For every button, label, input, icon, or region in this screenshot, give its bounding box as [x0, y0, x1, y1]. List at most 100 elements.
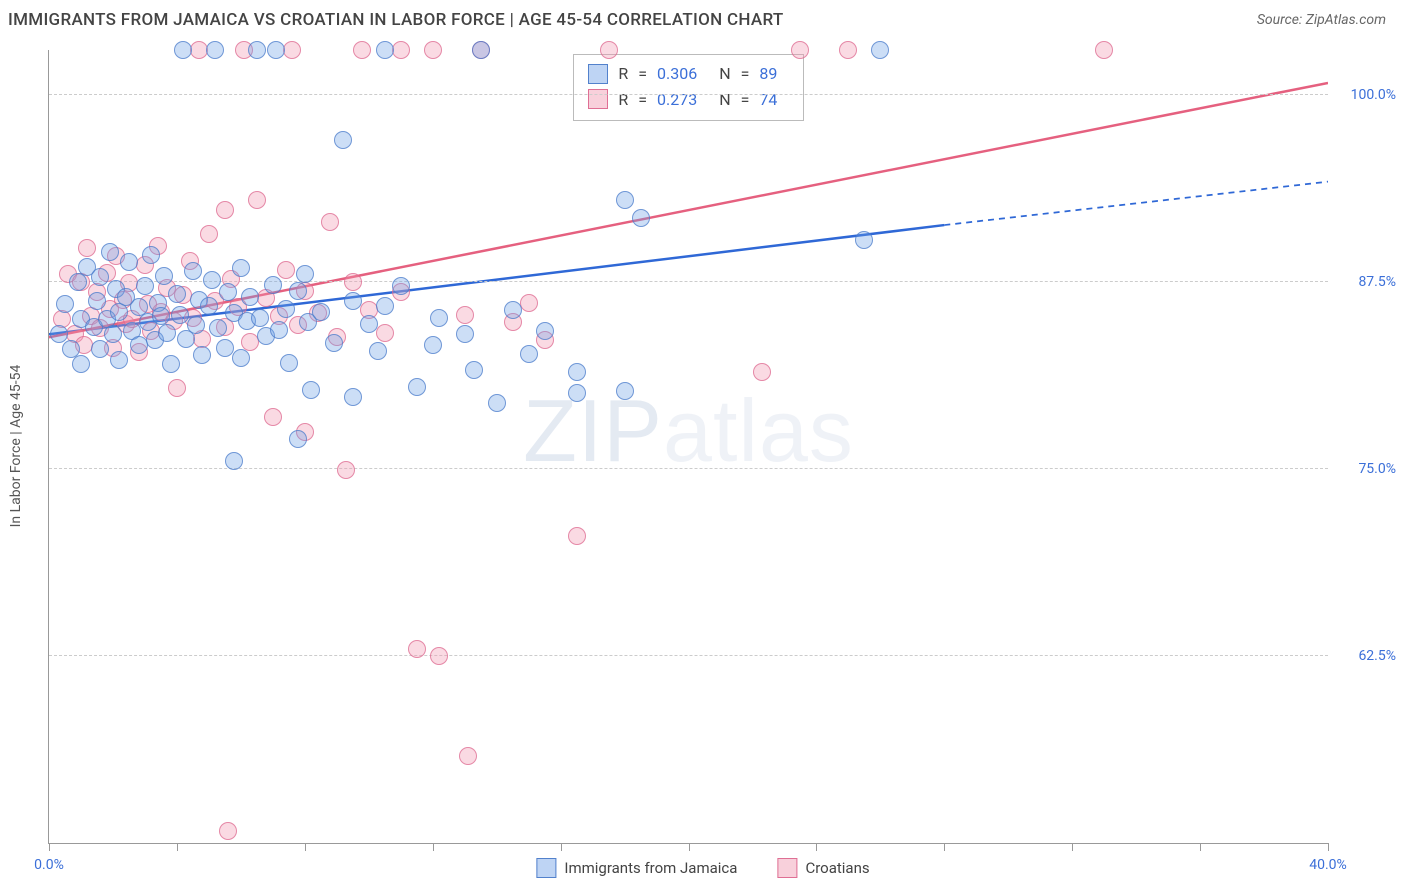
x-tick	[305, 843, 306, 851]
scatter-point	[616, 382, 634, 400]
stats-row-series-b: R = 0.273 N = 74	[588, 87, 789, 113]
x-tick	[433, 843, 434, 851]
x-tick	[177, 843, 178, 851]
gridline	[49, 468, 1328, 469]
scatter-point	[91, 268, 109, 286]
scatter-point	[78, 239, 96, 257]
scatter-point	[456, 325, 474, 343]
scatter-point	[171, 306, 189, 324]
scatter-point	[289, 430, 307, 448]
x-tick	[561, 843, 562, 851]
scatter-chart: ZIPatlas R = 0.306 N = 89 R = 0.273 N = …	[48, 50, 1328, 844]
scatter-point	[392, 41, 410, 59]
scatter-point	[232, 259, 250, 277]
scatter-point	[91, 340, 109, 358]
equals-sign: =	[638, 61, 647, 87]
x-tick	[1328, 843, 1329, 851]
scatter-point	[520, 294, 538, 312]
scatter-point	[248, 41, 266, 59]
scatter-point	[334, 131, 352, 149]
scatter-point	[270, 321, 288, 339]
scatter-point	[203, 271, 221, 289]
scatter-point	[168, 379, 186, 397]
y-tick-label: 87.5%	[1358, 274, 1396, 290]
scatter-point	[504, 301, 522, 319]
scatter-point	[50, 325, 68, 343]
scatter-point	[791, 41, 809, 59]
scatter-point	[568, 384, 586, 402]
scatter-point	[312, 303, 330, 321]
scatter-point	[465, 361, 483, 379]
scatter-point	[321, 213, 339, 231]
legend-label-b: Croatians	[805, 859, 869, 877]
scatter-point	[302, 381, 320, 399]
x-tick	[944, 843, 945, 851]
scatter-point	[219, 822, 237, 840]
scatter-point	[376, 41, 394, 59]
n-label: N	[719, 87, 730, 113]
x-tick	[1200, 843, 1201, 851]
scatter-point	[600, 41, 618, 59]
scatter-point	[344, 388, 362, 406]
scatter-point	[209, 319, 227, 337]
x-tick	[689, 843, 690, 851]
scatter-point	[216, 201, 234, 219]
scatter-point	[193, 346, 211, 364]
gridline	[49, 94, 1328, 95]
swatch-series-b	[777, 858, 797, 878]
scatter-point	[408, 640, 426, 658]
scatter-point	[430, 647, 448, 665]
scatter-point	[200, 297, 218, 315]
x-tick	[816, 843, 817, 851]
scatter-point	[56, 295, 74, 313]
scatter-point	[424, 41, 442, 59]
scatter-point	[136, 277, 154, 295]
scatter-point	[174, 41, 192, 59]
equals-sign: =	[741, 87, 750, 113]
scatter-point	[344, 292, 362, 310]
scatter-point	[456, 306, 474, 324]
scatter-point	[632, 209, 650, 227]
scatter-point	[219, 283, 237, 301]
legend-item-b: Croatians	[777, 858, 869, 878]
source-attribution: Source: ZipAtlas.com	[1257, 12, 1386, 28]
scatter-point	[152, 307, 170, 325]
r-label: R	[618, 61, 628, 87]
scatter-point	[376, 324, 394, 342]
r-value-b: 0.273	[657, 87, 697, 113]
n-value-b: 74	[759, 87, 777, 113]
scatter-point	[120, 253, 138, 271]
scatter-point	[296, 265, 314, 283]
scatter-point	[248, 191, 266, 209]
stats-row-series-a: R = 0.306 N = 89	[588, 61, 789, 87]
swatch-series-a	[536, 858, 556, 878]
legend-label-a: Immigrants from Jamaica	[564, 859, 737, 877]
scatter-point	[839, 41, 857, 59]
scatter-point	[88, 292, 106, 310]
bottom-legend: Immigrants from Jamaica Croatians	[536, 858, 869, 878]
scatter-point	[277, 300, 295, 318]
x-tick	[49, 843, 50, 851]
scatter-point	[1095, 41, 1113, 59]
scatter-point	[264, 276, 282, 294]
y-tick-label: 75.0%	[1358, 461, 1396, 477]
scatter-point	[277, 261, 295, 279]
scatter-point	[72, 355, 90, 373]
y-axis-label: In Labor Force | Age 45-54	[8, 365, 24, 528]
scatter-point	[353, 41, 371, 59]
scatter-point	[283, 41, 301, 59]
x-tick-label: 40.0%	[1309, 857, 1347, 873]
equals-sign: =	[741, 61, 750, 87]
n-value-a: 89	[759, 61, 777, 87]
scatter-point	[325, 334, 343, 352]
scatter-point	[104, 325, 122, 343]
chart-title: IMMIGRANTS FROM JAMAICA VS CROATIAN IN L…	[8, 10, 784, 30]
scatter-point	[871, 41, 889, 59]
swatch-series-b	[588, 89, 608, 109]
gridline	[49, 281, 1328, 282]
scatter-point	[753, 363, 771, 381]
scatter-point	[855, 231, 873, 249]
scatter-point	[408, 378, 426, 396]
scatter-point	[616, 191, 634, 209]
scatter-point	[289, 282, 307, 300]
